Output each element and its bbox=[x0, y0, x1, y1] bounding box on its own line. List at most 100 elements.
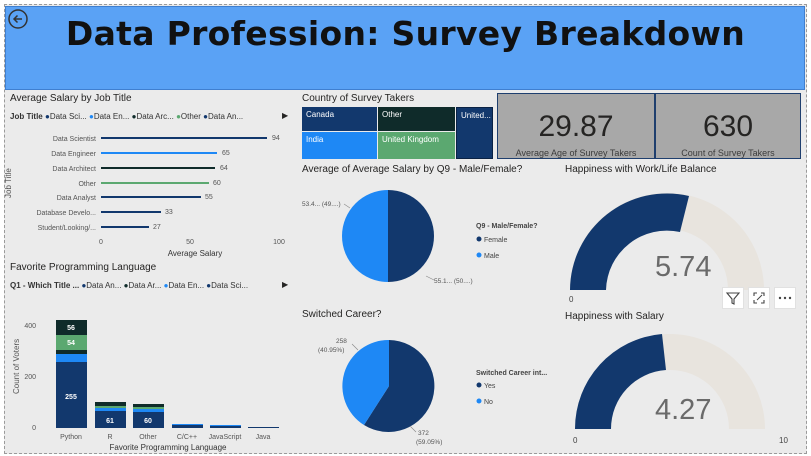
legend-item: Male bbox=[484, 253, 499, 260]
category-label: Java bbox=[256, 434, 271, 441]
bar-value: 65 bbox=[222, 150, 230, 157]
legend-item: No bbox=[484, 399, 493, 406]
gauge-min-label: 0 bbox=[569, 295, 574, 304]
bar-data-scientist bbox=[101, 137, 267, 139]
back-arrow-icon[interactable] bbox=[7, 8, 29, 30]
gauge-fill bbox=[574, 334, 666, 429]
legend-swatch: ● bbox=[206, 281, 212, 290]
bar-r-other bbox=[95, 402, 126, 406]
focus-mode-icon bbox=[753, 292, 765, 304]
tick-label: 50 bbox=[186, 239, 194, 246]
page-title: Data Profession: Survey Breakdown bbox=[65, 14, 746, 53]
bar-javascript-top bbox=[210, 425, 241, 426]
legend-item: Data An... bbox=[208, 112, 244, 121]
wlb-gauge-title: Happiness with Work/Life Balance bbox=[565, 164, 717, 175]
tick-label: 0 bbox=[32, 425, 36, 432]
bar-label: Database Develo... bbox=[36, 210, 96, 217]
kpi-survey-count: 630 Count of Survey Takers bbox=[655, 93, 801, 159]
legend-next-arrow-icon[interactable]: ▶ bbox=[282, 111, 289, 120]
gauge-max-label: 10 bbox=[779, 436, 788, 445]
gauge-min-label: 0 bbox=[573, 436, 578, 445]
pie-label-no-pct: (40.95%) bbox=[318, 347, 344, 354]
salary-gauge: 0 10 bbox=[573, 334, 788, 445]
category-label: R bbox=[107, 434, 112, 441]
focus-mode-button[interactable] bbox=[748, 287, 770, 309]
legend-item: Data Arc... bbox=[136, 112, 174, 121]
kpi-average-age: 29.87 Average Age of Survey Takers bbox=[497, 93, 655, 159]
gender-pie-chart: 53.4... (49....) 55.1... (50....) Q9 - M… bbox=[302, 190, 537, 285]
kpi-value: 630 bbox=[702, 110, 754, 143]
bar-value: 94 bbox=[272, 135, 280, 142]
treemap-tile-canada[interactable]: Canada bbox=[302, 107, 377, 131]
legend-item: Data An... bbox=[86, 281, 122, 290]
salary-gauge-value: 4.27 bbox=[655, 394, 712, 426]
bar-data-analyst bbox=[101, 196, 201, 198]
bar-value: 56 bbox=[67, 325, 75, 332]
salary-xaxis-title: Average Salary bbox=[168, 249, 223, 258]
treemap-tile-india[interactable]: India bbox=[302, 132, 377, 159]
bar-r-data-engineer bbox=[95, 408, 126, 411]
tick-label: 100 bbox=[273, 239, 285, 246]
legend-next-arrow-icon[interactable]: ▶ bbox=[282, 280, 289, 289]
legend-swatch: ● bbox=[163, 281, 169, 290]
filter-button[interactable] bbox=[722, 287, 744, 309]
bar-label: Other bbox=[78, 181, 96, 188]
bar-label: Data Architect bbox=[52, 166, 96, 173]
bar-other bbox=[101, 182, 209, 184]
title-banner bbox=[5, 6, 805, 90]
bar-label: Student/Looking/... bbox=[38, 225, 96, 232]
bar-data-engineer bbox=[101, 152, 217, 154]
language-xaxis-title: Favorite Programming Language bbox=[110, 443, 228, 452]
category-label: JavaScript bbox=[209, 434, 242, 441]
language-legend-label: Q1 - Which Title ... bbox=[10, 281, 80, 290]
category-label: Python bbox=[60, 434, 82, 441]
treemap-tile-united-states[interactable]: United... bbox=[456, 107, 493, 159]
pie-slice-yes bbox=[364, 340, 435, 432]
kpi-value: 29.87 bbox=[538, 110, 614, 143]
legend-swatch: ● bbox=[81, 281, 87, 290]
more-options-button[interactable] bbox=[774, 287, 796, 309]
legend-item: Data Sci... bbox=[49, 112, 87, 121]
bar-other-data-engineer bbox=[133, 409, 164, 412]
treemap-tile-other[interactable]: Other bbox=[378, 107, 455, 131]
bar-value: 27 bbox=[153, 224, 161, 231]
legend-item: Other bbox=[180, 112, 201, 121]
gender-legend-title: Q9 - Male/Female? bbox=[476, 223, 537, 230]
bar-value: 61 bbox=[106, 418, 114, 425]
wlb-gauge: 0 bbox=[569, 193, 764, 304]
gender-chart-title: Average of Average Salary by Q9 - Male/F… bbox=[302, 164, 523, 175]
legend-item: Yes bbox=[484, 383, 496, 390]
bar-other-other bbox=[133, 404, 164, 407]
more-options-icon bbox=[778, 296, 792, 300]
career-pie-chart: 258 (40.95%) 372 (59.05%) Switched Caree… bbox=[318, 338, 547, 446]
wlb-gauge-value: 5.74 bbox=[655, 251, 712, 283]
pie-label-yes-pct: (59.05%) bbox=[416, 439, 442, 446]
bar-student bbox=[101, 226, 149, 228]
salary-chart-title: Average Salary by Job Title bbox=[10, 93, 132, 104]
country-chart-title: Country of Survey Takers bbox=[302, 93, 415, 104]
legend-item: Female bbox=[484, 237, 507, 244]
language-chart-title: Favorite Programming Language bbox=[10, 262, 157, 273]
pie-slice-no bbox=[342, 339, 389, 425]
bar-data-architect bbox=[101, 167, 215, 169]
salary-bar-chart: Data Scientist Data Engineer Data Archit… bbox=[36, 135, 285, 258]
bar-python-data-architect bbox=[56, 350, 87, 354]
salary-gauge-title: Happiness with Salary bbox=[565, 311, 664, 322]
tick-label: 200 bbox=[24, 374, 36, 381]
bar-cpp bbox=[172, 425, 203, 428]
filter-icon bbox=[725, 292, 741, 305]
kpi-caption: Count of Survey Takers bbox=[681, 148, 775, 158]
bar-value: 255 bbox=[65, 394, 77, 401]
gauge-fill bbox=[570, 193, 689, 290]
tick-label: 0 bbox=[99, 239, 103, 246]
legend-swatch: ● bbox=[203, 112, 208, 121]
bar-python-data-engineer bbox=[56, 354, 87, 362]
bar-value: 60 bbox=[213, 180, 221, 187]
legend-item: Data En... bbox=[93, 112, 130, 121]
legend-swatch: ● bbox=[123, 281, 129, 290]
treemap-tile-united-kingdom[interactable]: United Kingdom bbox=[378, 132, 455, 159]
salary-legend-label: Job Title bbox=[10, 112, 43, 121]
bar-r-data-scientist bbox=[95, 406, 126, 408]
pie-label-female: 55.1... (50....) bbox=[434, 278, 473, 285]
bar-javascript bbox=[210, 426, 241, 428]
